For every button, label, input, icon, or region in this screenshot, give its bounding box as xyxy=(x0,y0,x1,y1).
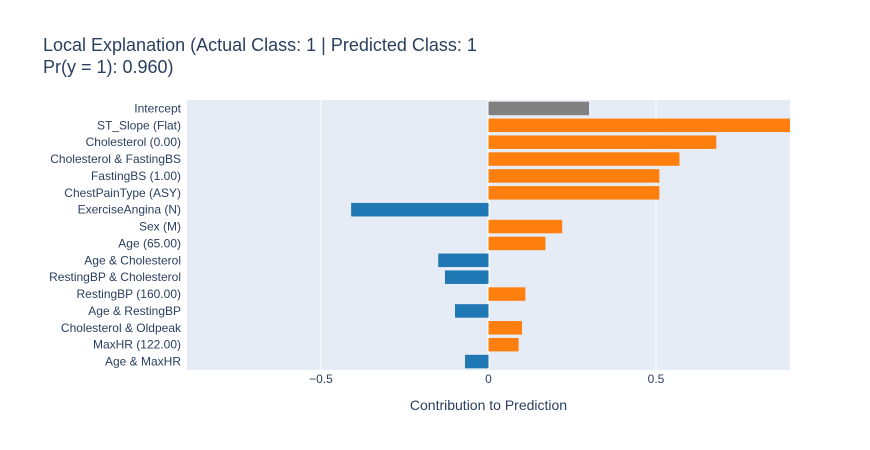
bars xyxy=(351,101,790,369)
y-category-label: Cholesterol & Oldpeak xyxy=(61,321,182,335)
y-category-label: Age & MaxHR xyxy=(105,355,181,369)
bar-8 xyxy=(488,236,546,251)
y-category-label: Age & RestingBP xyxy=(88,304,181,318)
x-tick-label: 0.5 xyxy=(648,372,665,386)
bar-0 xyxy=(488,101,589,116)
bar-7 xyxy=(488,219,563,234)
bar-3 xyxy=(488,152,680,166)
y-category-label: MaxHR (122.00) xyxy=(93,338,181,352)
y-category-label: FastingBS (1.00) xyxy=(91,169,181,183)
y-category-label: Intercept xyxy=(134,101,181,115)
x-tick-labels: −0.5 0 0.5 xyxy=(309,372,665,386)
y-category-label: RestingBP & Cholesterol xyxy=(49,270,181,284)
y-category-label: RestingBP (160.00) xyxy=(76,287,181,301)
y-category-label: Cholesterol & FastingBS xyxy=(50,152,181,166)
x-tick-label: 0 xyxy=(485,372,492,386)
chart-title-line-1: Local Explanation (Actual Class: 1 | Pre… xyxy=(43,35,477,55)
y-category-label: ChestPainType (ASY) xyxy=(64,186,181,200)
bar-14 xyxy=(488,337,519,352)
bar-4 xyxy=(488,169,660,183)
bar-1 xyxy=(488,118,790,133)
bar-10 xyxy=(444,270,489,284)
category-labels: Intercept ST_Slope (Flat) Cholesterol (0.0… xyxy=(49,101,182,368)
bar-12 xyxy=(455,304,489,318)
y-category-label: Cholesterol (0.00) xyxy=(86,135,181,149)
bar-6 xyxy=(351,202,489,217)
bar-5 xyxy=(488,186,660,200)
x-axis-title: Contribution to Prediction xyxy=(410,397,567,413)
y-category-label: ST_Slope (Flat) xyxy=(97,118,181,132)
y-category-label: Age (65.00) xyxy=(118,236,181,250)
x-tick-label: −0.5 xyxy=(309,372,333,386)
y-category-label: ExerciseAngina (N) xyxy=(78,203,181,217)
bar-2 xyxy=(488,135,717,149)
chart-title: Local Explanation (Actual Class: 1 | Pre… xyxy=(43,34,477,78)
bar-9 xyxy=(438,253,489,268)
y-category-label: Sex (M) xyxy=(139,220,181,234)
bar-11 xyxy=(488,287,526,301)
chart-title-line-2: Pr(y = 1): 0.960) xyxy=(43,57,174,77)
bar-13 xyxy=(488,321,522,335)
y-category-label: Age & Cholesterol xyxy=(84,253,181,267)
bar-15 xyxy=(465,354,489,369)
